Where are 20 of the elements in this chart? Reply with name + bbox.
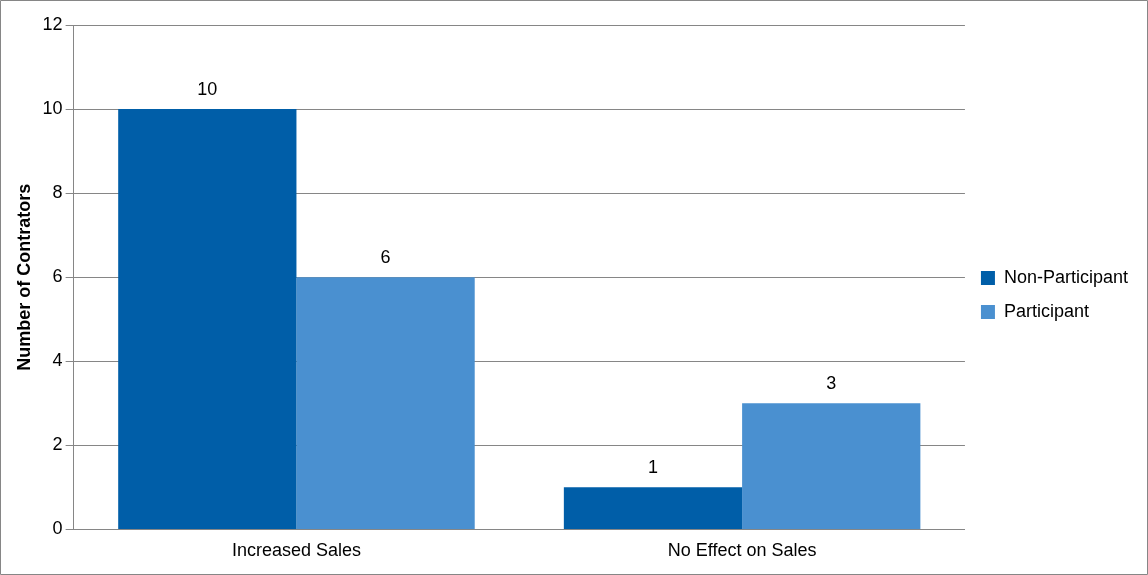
y-tick-label: 8 [52, 182, 63, 203]
y-tick-label: 0 [52, 518, 63, 539]
y-tick-label: 12 [42, 13, 63, 34]
data-label: 1 [647, 457, 658, 478]
y-tick-label: 6 [52, 266, 63, 287]
data-label: 3 [826, 373, 837, 394]
bar [296, 277, 475, 529]
x-tick-label: Increased Sales [231, 540, 361, 561]
legend-label: Participant [1003, 300, 1089, 321]
legend-label: Non-Participant [1003, 266, 1128, 287]
bar [742, 403, 921, 529]
x-tick-label: No Effect on Sales [667, 540, 817, 561]
y-tick-label: 10 [42, 98, 63, 119]
y-tick-label: 2 [52, 434, 63, 455]
y-tick-label: 4 [52, 350, 63, 371]
data-label: 10 [197, 79, 218, 100]
data-label: 6 [380, 247, 391, 268]
bar [563, 487, 743, 529]
y-axis-title: Number of Contrators [13, 183, 34, 371]
bar [118, 109, 297, 529]
